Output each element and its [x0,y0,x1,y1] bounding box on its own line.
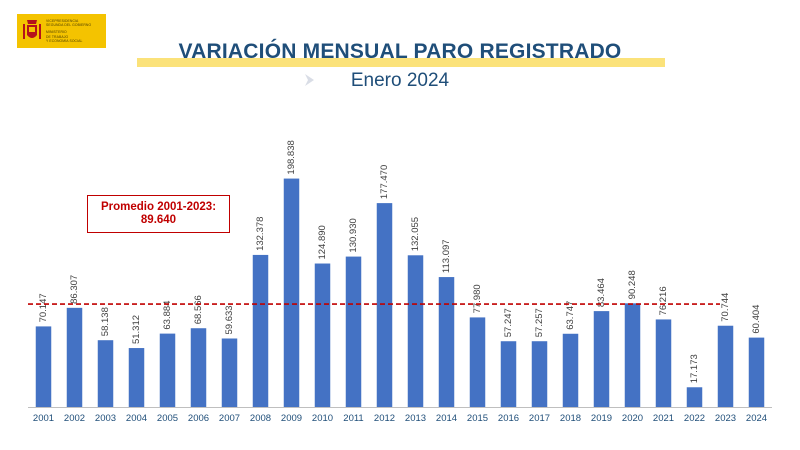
data-label-2008: 132.378 [255,217,266,251]
data-label-2012: 177.470 [379,165,390,199]
data-label-2018: 63.747 [565,301,576,330]
tick-label-2020: 2020 [622,413,643,424]
logo-line: Vicepresidencia [46,18,79,23]
bar-2004 [128,348,145,407]
data-label-2011: 130.930 [348,218,359,252]
tick-label-2007: 2007 [219,413,240,424]
bar-2017 [531,341,548,407]
data-label-2017: 57.257 [534,308,545,337]
tick-label-2019: 2019 [591,413,612,424]
tick-label-2022: 2022 [684,413,705,424]
data-label-2005: 63.884 [162,301,173,330]
tick-label-2023: 2023 [715,413,736,424]
logo-text: Vicepresidencia Segunda del Gobierno Min… [46,19,104,43]
data-label-2013: 132.055 [410,217,421,251]
logo-line: Ministerio [46,30,67,35]
bar-2012 [376,203,393,407]
bar-2023 [717,325,734,407]
bar-2013 [407,255,424,407]
bar-2003 [97,340,114,407]
tick-label-2015: 2015 [467,413,488,424]
data-label-2007: 59.633 [224,305,235,334]
bar-2005 [159,333,176,407]
chevron-right-icon [305,74,314,86]
tick-label-2012: 2012 [374,413,395,424]
bar-2024 [748,337,765,407]
data-label-2024: 60.404 [751,305,762,334]
chart-title: VARIACIÓN MENSUAL PARO REGISTRADO [178,40,622,63]
logo-line: de Trabajo [46,34,69,39]
bar-2006 [190,328,207,407]
data-label-2023: 70.744 [720,293,731,322]
tick-label-2014: 2014 [436,413,457,424]
data-label-2022: 17.173 [689,354,700,383]
data-label-2019: 83.464 [596,278,607,307]
average-value: 89.640 [140,214,177,226]
tick-label-2013: 2013 [405,413,426,424]
bar-2011 [345,256,362,407]
tick-label-2024: 2024 [746,413,767,424]
tick-label-2011: 2011 [343,413,363,424]
tick-label-2008: 2008 [250,413,271,424]
title-highlight-band [137,58,665,67]
tick-label-2018: 2018 [560,413,581,424]
logo-line: y Economía Social [46,38,83,43]
average-label: Promedio 2001-2023: [100,201,217,213]
tick-label-2005: 2005 [157,413,178,424]
data-label-2016: 57.247 [503,308,514,337]
tick-label-2016: 2016 [498,413,519,424]
bar-2022 [686,387,703,407]
data-label-2010: 124.890 [317,225,328,259]
tick-label-2017: 2017 [529,413,550,424]
bar-2020 [624,303,641,407]
tick-label-2010: 2010 [312,413,333,424]
bar-2016 [500,341,517,407]
bar-2002 [66,307,83,407]
tick-label-2001: 2001 [33,413,54,424]
data-label-2020: 90.248 [627,270,638,299]
chart-subtitle: Enero 2024 [350,70,450,91]
tick-label-2004: 2004 [126,413,147,424]
logo-line: Segunda del Gobierno [46,23,92,28]
tick-label-2009: 2009 [281,413,302,424]
bar-2007 [221,338,238,407]
data-label-2021: 76.216 [658,286,669,315]
coat-of-arms-icon [23,20,41,39]
data-label-2006: 68.566 [193,295,204,324]
tick-label-2006: 2006 [188,413,209,424]
bar-2014 [438,277,455,407]
data-label-2003: 58.138 [100,307,111,336]
bar-2021 [655,319,672,407]
data-label-2009: 198.838 [286,140,297,174]
logo: Vicepresidencia Segunda del Gobierno Min… [17,14,106,48]
data-label-2015: 77.980 [472,284,483,313]
average-annotation: Promedio 2001-2023: 89.640 [87,195,230,233]
data-label-2002: 86.307 [69,275,80,304]
bar-2018 [562,333,579,407]
data-label-2001: 70.147 [38,293,49,322]
data-label-2004: 51.312 [131,315,142,344]
tick-label-2003: 2003 [95,413,116,424]
tick-label-2021: 2021 [653,413,674,424]
bar-2008 [252,254,269,407]
bar-2001 [35,326,52,407]
tick-label-2002: 2002 [64,413,85,424]
bar-2019 [593,311,610,407]
bar-2010 [314,263,331,407]
bar-2015 [469,317,486,407]
bar-2009 [283,178,300,407]
data-label-2014: 113.097 [441,239,452,273]
